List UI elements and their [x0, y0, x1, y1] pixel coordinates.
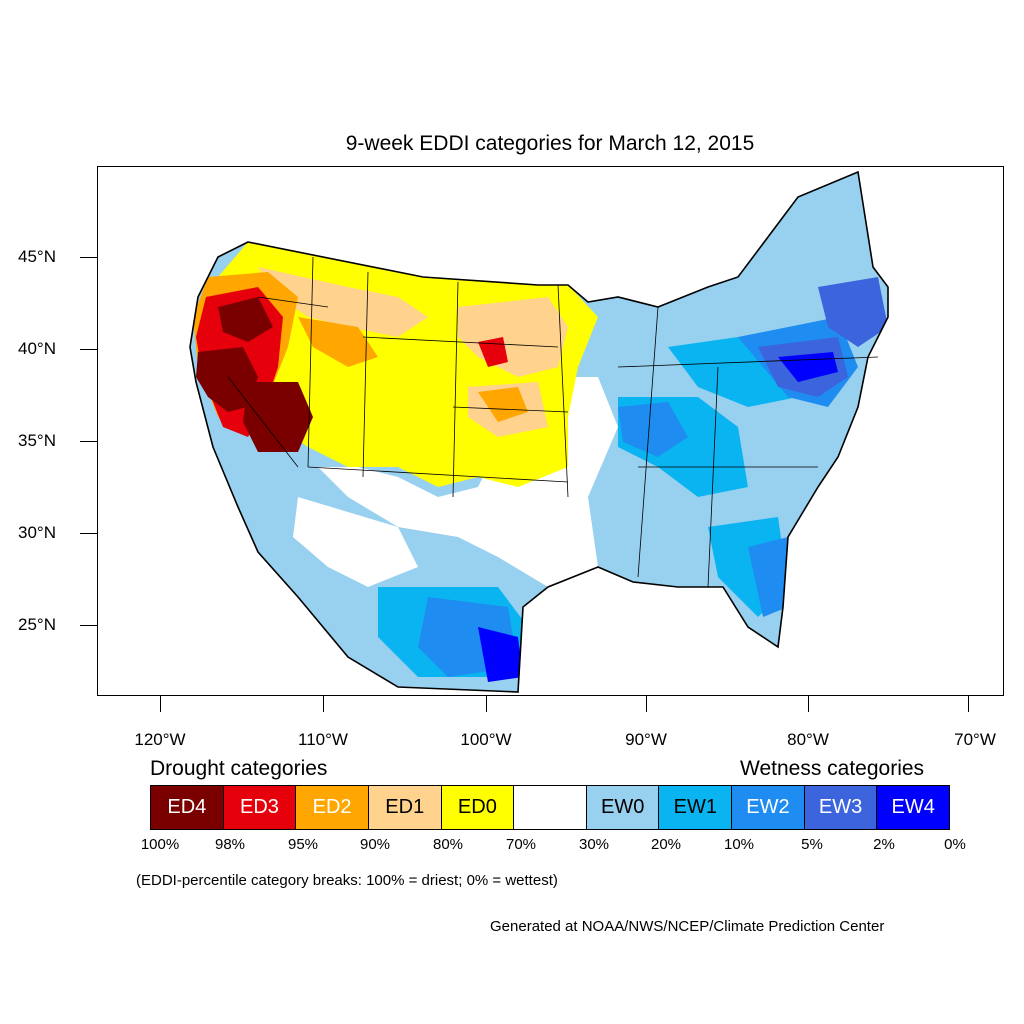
eddi-map [97, 166, 1004, 696]
break-2: 2% [873, 836, 895, 853]
legend-normal [514, 786, 587, 829]
drought-heading: Drought categories [150, 757, 328, 780]
lon-label-100: 100°W [460, 730, 512, 749]
eddi-category-fields [190, 172, 888, 692]
credit-text: Generated at NOAA/NWS/NCEP/Climate Predi… [490, 918, 885, 935]
break-80: 80% [432, 836, 464, 853]
legend-ed4-label: ED4 [167, 796, 207, 818]
legend-ew3-label: EW3 [818, 796, 863, 818]
break-10: 10% [723, 836, 755, 853]
legend-ew0-label: EW0 [600, 796, 645, 818]
lat-label-35: 35°N [18, 431, 56, 450]
legend-ed1: ED1 [368, 786, 442, 829]
lon-label-70: 70°W [954, 730, 996, 749]
break-100: 100% [140, 836, 180, 853]
category-legend: ED4 ED3 ED2 ED1 ED0 EW0 EW1 EW2 EW3 EW4 [150, 785, 950, 830]
legend-ew4: EW4 [877, 786, 950, 829]
lon-tick-70 [968, 696, 969, 712]
legend-ew1-label: EW1 [673, 796, 717, 818]
legend-ed4: ED4 [151, 786, 224, 829]
lon-tick-100 [486, 696, 487, 712]
lon-tick-120 [160, 696, 161, 712]
lon-label-80: 80°W [787, 730, 829, 749]
lat-label-30: 30°N [18, 523, 56, 542]
state-borders [227, 256, 879, 588]
lon-tick-110 [323, 696, 324, 712]
break-70: 70% [505, 836, 537, 853]
lat-label-40: 40°N [18, 339, 56, 358]
lon-tick-90 [646, 696, 647, 712]
legend-ed3: ED3 [223, 786, 297, 829]
break-98: 98% [214, 836, 246, 853]
break-30: 30% [578, 836, 610, 853]
lat-tick-30 [80, 533, 97, 534]
lat-tick-40 [80, 349, 97, 350]
legend-ed0-label: ED0 [457, 796, 497, 818]
legend-ew0: EW0 [586, 786, 660, 829]
wetness-heading: Wetness categories [740, 757, 925, 780]
break-90: 90% [359, 836, 391, 853]
category-note: (EDDI-percentile category breaks: 100% =… [136, 872, 558, 889]
lat-tick-35 [80, 441, 97, 442]
break-5: 5% [801, 836, 823, 853]
legend-ew1: EW1 [659, 786, 733, 829]
break-0: 0% [944, 836, 966, 853]
lat-label-45: 45°N [18, 247, 56, 266]
eddi-map-canvas [189, 170, 889, 693]
legend-ed1-label: ED1 [385, 796, 425, 818]
break-95: 95% [287, 836, 319, 853]
lon-label-90: 90°W [625, 730, 667, 749]
map-title: 9-week EDDI categories for March 12, 201… [345, 132, 755, 155]
lon-label-120: 120°W [134, 730, 186, 749]
legend-ed3-label: ED3 [240, 796, 279, 818]
lat-tick-45 [80, 257, 97, 258]
legend-ew3: EW3 [804, 786, 878, 829]
legend-ew2: EW2 [732, 786, 805, 829]
break-20: 20% [650, 836, 682, 853]
legend-ed2: ED2 [296, 786, 369, 829]
legend-ed2-label: ED2 [312, 796, 352, 818]
lat-tick-25 [80, 625, 97, 626]
lon-tick-80 [808, 696, 809, 712]
legend-ew4-label: EW4 [891, 796, 935, 818]
lon-label-110: 110°W [298, 730, 348, 749]
lat-label-25: 25°N [18, 615, 56, 634]
legend-ew2-label: EW2 [746, 796, 790, 818]
legend-ed0: ED0 [441, 786, 515, 829]
coastline-outline [189, 170, 889, 693]
